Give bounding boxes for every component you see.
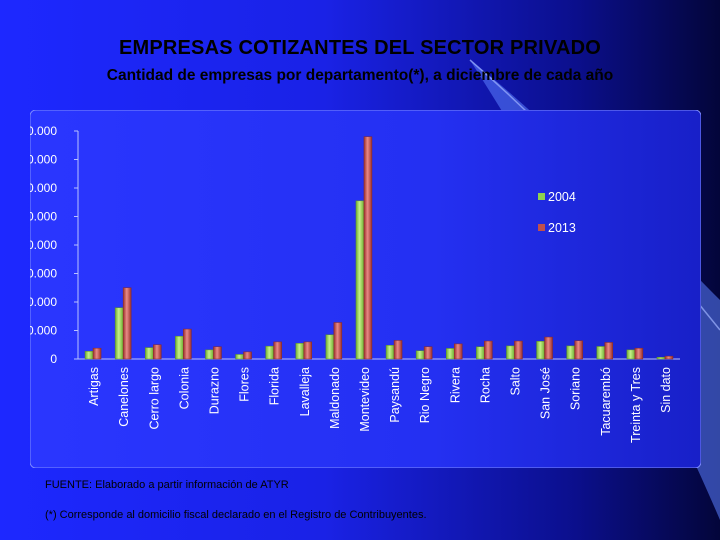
bar-2013-cerro-largo bbox=[153, 344, 162, 360]
bar-2013-rocha bbox=[484, 340, 493, 360]
legend-swatch-2013 bbox=[538, 224, 545, 231]
x-tick-label: Montevideo bbox=[358, 367, 372, 432]
bar-2004-rio-negro bbox=[415, 350, 425, 360]
bar-2013-colonia bbox=[183, 328, 192, 360]
y-tick-label: 0 bbox=[50, 352, 57, 366]
bar-2013-flores bbox=[243, 351, 252, 360]
slide-subtitle: Cantidad de empresas por departamento(*)… bbox=[106, 67, 614, 84]
x-tick-label: Rio Negro bbox=[418, 367, 432, 423]
legend-swatch-2004 bbox=[538, 193, 545, 200]
bar-2004-tacuarembó bbox=[596, 346, 605, 360]
x-tick-label: Salto bbox=[508, 367, 522, 396]
bar-2004-salto bbox=[506, 345, 515, 360]
y-tick-label: 60.000 bbox=[30, 181, 57, 195]
bar-2004-durazno bbox=[205, 349, 214, 360]
y-tick-label: 30.000 bbox=[30, 267, 57, 281]
bar-2004-colonia bbox=[175, 335, 184, 360]
legend-label-2013: 2013 bbox=[548, 221, 576, 235]
bar-2004-paysandú bbox=[385, 345, 395, 360]
bar-2013-sin-dato bbox=[664, 355, 674, 360]
footnote: (*) Corresponde al domicilio fiscal decl… bbox=[45, 509, 427, 521]
bar-2004-soriano bbox=[566, 345, 575, 360]
bar-2004-rivera bbox=[446, 348, 455, 360]
x-tick-label: Artigas bbox=[87, 367, 101, 406]
bar-chart: 0 10.000 20.000 30.000 40.000 50.000 60.000 70.… bbox=[30, 110, 701, 468]
x-tick-label: Colonia bbox=[177, 367, 191, 409]
x-tick-label: Paysandú bbox=[388, 367, 402, 423]
bar-2004-artigas bbox=[84, 351, 94, 360]
bar-2013-florida bbox=[273, 341, 282, 360]
source-note: FUENTE: Elaborado a partir información d… bbox=[45, 479, 289, 491]
bar-2013-salto bbox=[514, 340, 523, 360]
legend-label-2004: 2004 bbox=[548, 190, 576, 204]
bar-2013-artigas bbox=[92, 347, 102, 360]
x-tick-label: Treinta y Tres bbox=[629, 367, 643, 443]
bar-2013-rio-negro bbox=[423, 346, 433, 360]
bar-2004-san-josé bbox=[536, 341, 545, 360]
x-tick-label: Sin dato bbox=[659, 367, 673, 413]
bar-2004-maldonado bbox=[325, 334, 335, 360]
bar-2013-maldonado bbox=[333, 322, 343, 360]
x-tick-label: Lavalleja bbox=[298, 367, 312, 416]
bar-2013-treinta-y-tres bbox=[634, 347, 644, 360]
x-tick-label: San José bbox=[539, 367, 553, 419]
bar-2004-rocha bbox=[476, 346, 485, 360]
y-tick-label: 50.000 bbox=[30, 210, 57, 224]
x-tick-label: Soriano bbox=[569, 367, 583, 410]
bar-2013-lavalleja bbox=[303, 341, 312, 360]
y-tick-label: 10.000 bbox=[30, 324, 57, 338]
slide-title: EMPRESAS COTIZANTES DEL SECTOR PRIVADO bbox=[118, 37, 602, 59]
x-tick-label: Rivera bbox=[448, 367, 462, 403]
x-tick-label: Durazno bbox=[207, 367, 221, 414]
bar-2013-montevideo bbox=[363, 136, 373, 360]
bar-2013-san-josé bbox=[544, 336, 553, 360]
x-tick-label: Canelones bbox=[117, 367, 131, 427]
bar-2013-rivera bbox=[454, 343, 463, 360]
bar-2013-durazno bbox=[213, 346, 222, 360]
bar-2004-flores bbox=[235, 354, 244, 360]
bar-2004-treinta-y-tres bbox=[626, 349, 636, 360]
bar-2013-canelones bbox=[122, 287, 132, 360]
bar-2004-sin-dato bbox=[656, 357, 666, 360]
y-tick-label: 20.000 bbox=[30, 295, 57, 309]
x-tick-label: Rocha bbox=[478, 367, 492, 403]
bar-2013-soriano bbox=[574, 340, 583, 360]
y-tick-label: 80.000 bbox=[30, 124, 57, 138]
bar-2004-montevideo bbox=[355, 200, 365, 360]
x-tick-label: Tacuarembó bbox=[599, 367, 613, 436]
bar-2004-cerro-largo bbox=[145, 347, 154, 360]
bar-2013-tacuarembó bbox=[604, 342, 613, 360]
bar-2013-paysandú bbox=[393, 340, 403, 360]
x-tick-label: Flores bbox=[238, 367, 252, 402]
x-tick-label: Cerro largo bbox=[147, 367, 161, 430]
x-tick-label: Maldonado bbox=[328, 367, 342, 429]
bar-2004-lavalleja bbox=[295, 343, 304, 360]
y-tick-label: 70.000 bbox=[30, 153, 57, 167]
y-tick-label: 40.000 bbox=[30, 238, 57, 252]
bar-2004-florida bbox=[265, 345, 274, 360]
bar-2004-canelones bbox=[114, 307, 124, 360]
x-tick-label: Florida bbox=[268, 367, 282, 405]
